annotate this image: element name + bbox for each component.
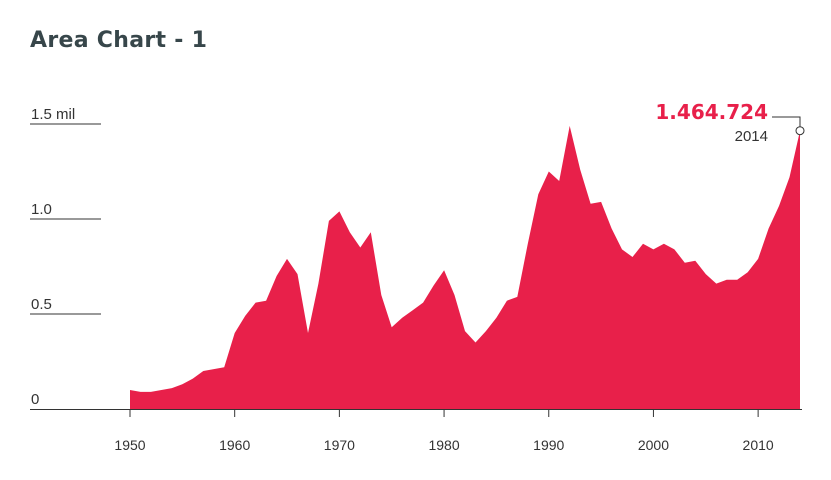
area-series <box>130 125 800 410</box>
last-value-callout: 1.464.724 2014 <box>655 100 805 145</box>
x-axis-ticks: 1950 1960 1970 1980 1990 2000 2010 <box>114 409 774 453</box>
y-axis-labels: 0 0.5 1.0 1.5 mil <box>31 106 75 408</box>
y-gridlines <box>30 123 101 315</box>
x-tick-label: 1970 <box>324 437 355 453</box>
callout-marker <box>795 126 805 136</box>
y-tick-label: 0.5 <box>31 296 52 313</box>
x-tick-label: 2010 <box>743 437 774 453</box>
y-tick-label: 1.5 mil <box>31 106 75 123</box>
y-tick-label: 0 <box>31 391 39 408</box>
x-tick-label: 1950 <box>114 437 145 453</box>
callout-leader-line <box>772 116 801 127</box>
x-tick-label: 2000 <box>638 437 669 453</box>
chart-title: Area Chart - 1 <box>30 28 208 53</box>
callout-year: 2014 <box>735 128 768 145</box>
y-tick-label: 1.0 <box>31 201 52 218</box>
x-tick-label: 1980 <box>428 437 459 453</box>
callout-value: 1.464.724 <box>655 100 768 124</box>
x-tick-label: 1960 <box>219 437 250 453</box>
x-tick-label: 1990 <box>533 437 564 453</box>
